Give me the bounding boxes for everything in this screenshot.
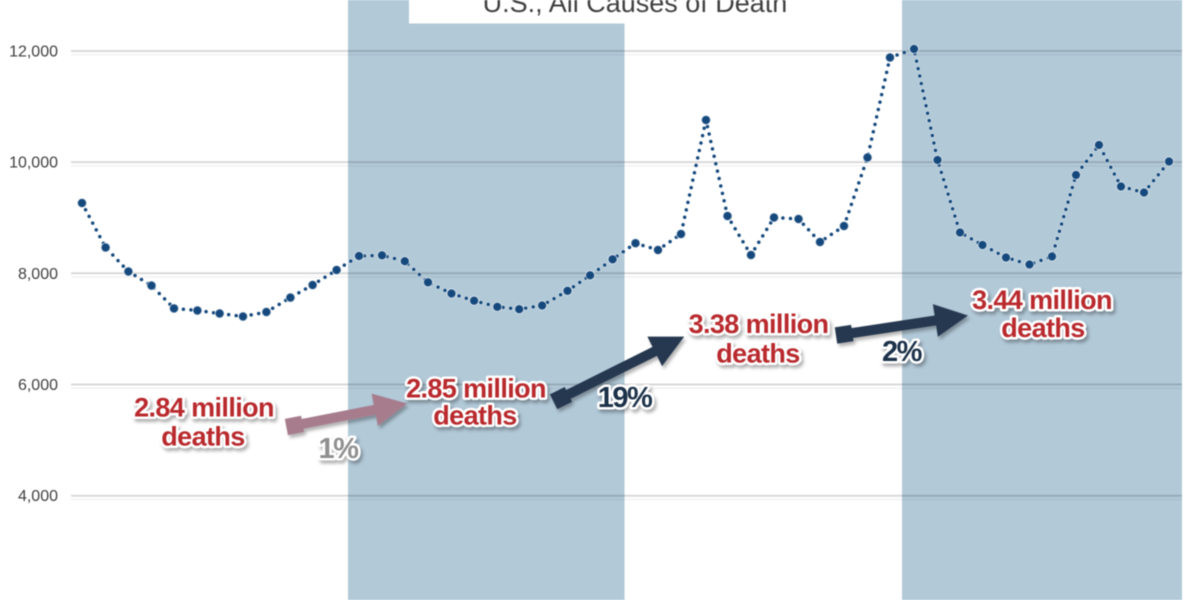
svg-text:4,000: 4,000: [18, 488, 58, 505]
svg-text:6,000: 6,000: [18, 377, 58, 394]
svg-text:1%: 1%: [319, 433, 360, 465]
svg-text:deaths: deaths: [161, 422, 244, 452]
svg-text:12,000: 12,000: [9, 44, 58, 61]
svg-text:19%: 19%: [598, 382, 653, 414]
svg-text:2.85 million: 2.85 million: [406, 374, 546, 404]
svg-text:8,000: 8,000: [18, 266, 58, 283]
svg-text:3.44 million: 3.44 million: [972, 285, 1112, 315]
svg-text:2%: 2%: [882, 336, 923, 368]
svg-text:2.84 million: 2.84 million: [134, 393, 274, 423]
svg-text:deaths: deaths: [433, 401, 516, 431]
svg-text:deaths: deaths: [716, 339, 799, 369]
svg-text:3.38 million: 3.38 million: [689, 309, 829, 339]
svg-text:deaths: deaths: [1001, 313, 1084, 343]
svg-text:U.S., All Causes of Death: U.S., All Causes of Death: [483, 0, 788, 18]
svg-text:10,000: 10,000: [9, 155, 58, 172]
